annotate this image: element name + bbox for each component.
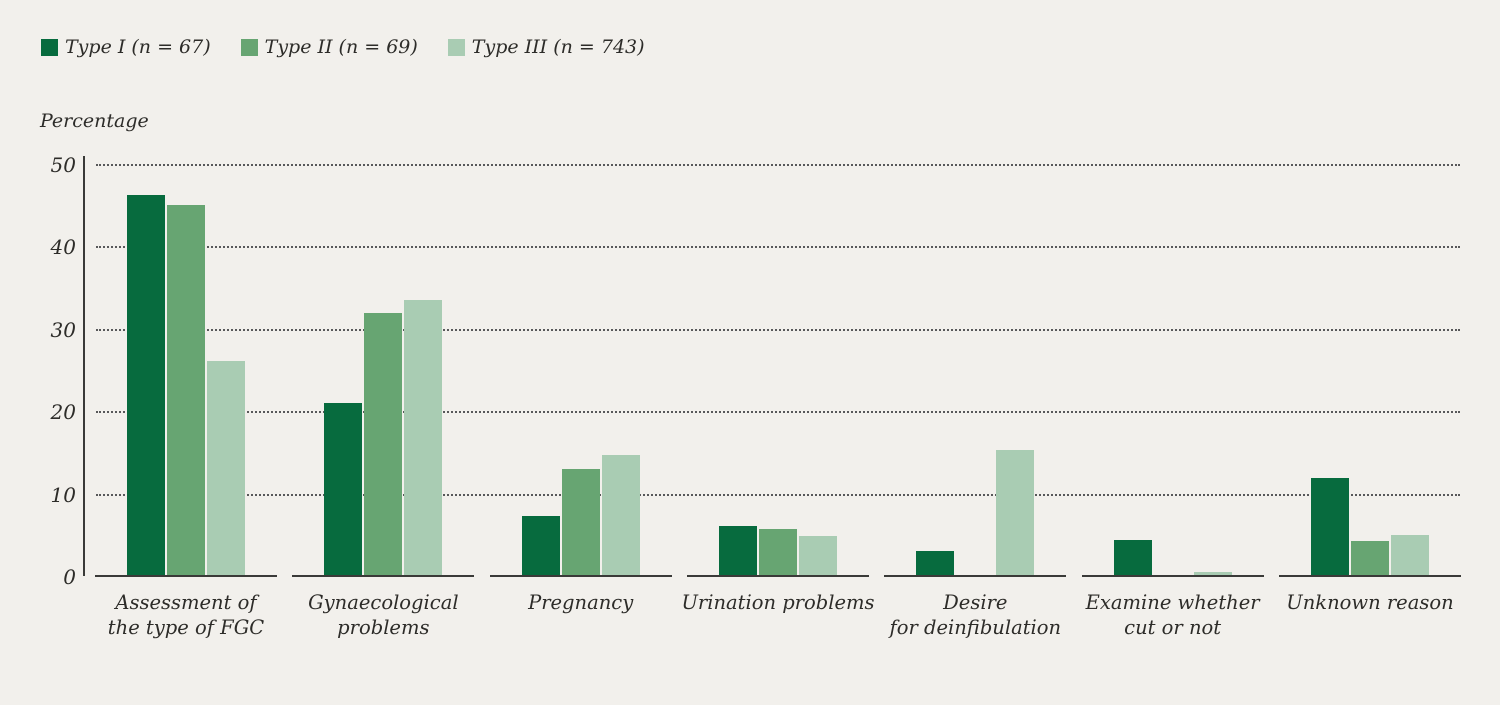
x-axis-segment <box>489 575 672 577</box>
category-label: Pregnancy <box>451 590 711 615</box>
category-label-line: Desire <box>943 591 1008 614</box>
category-label: Assessment of the type of FGC <box>56 590 316 640</box>
legend-item: Type II (n = 69) <box>240 36 418 58</box>
bar <box>1350 541 1389 575</box>
x-axis-segment <box>292 575 475 577</box>
legend-item: Type III (n = 743) <box>447 36 645 58</box>
x-axis-segment <box>884 575 1067 577</box>
y-tick-label: 30 <box>50 317 76 342</box>
y-tick-label: 10 <box>50 482 76 507</box>
gridline-40 <box>96 246 1460 248</box>
bar <box>996 450 1035 575</box>
gridline-20 <box>96 411 1460 413</box>
category-label-line: Gynaecological <box>308 591 459 614</box>
x-axis-segment <box>95 575 277 577</box>
bars-container <box>687 526 869 575</box>
legend-swatch-icon <box>240 38 258 56</box>
x-axis-segment <box>1278 575 1461 577</box>
category-label-line: problems <box>337 616 430 639</box>
legend-label: Type I (n = 67) <box>65 36 211 58</box>
legend-label: Type III (n = 743) <box>471 36 645 58</box>
legend-item: Type I (n = 67) <box>41 36 211 58</box>
category-label-line: Unknown reason <box>1286 591 1454 614</box>
gridline-30 <box>96 328 1460 331</box>
legend-label: Type II (n = 69) <box>264 36 418 58</box>
bar <box>127 194 165 575</box>
bar <box>758 528 797 575</box>
bar <box>798 536 837 575</box>
bars-container <box>1082 540 1264 575</box>
category-label: Desire for deinfibulation <box>845 590 1105 640</box>
bars-container <box>490 455 672 575</box>
legend-swatch-icon <box>447 38 465 56</box>
bars-container <box>884 450 1066 575</box>
bar <box>207 360 245 575</box>
legend-swatch-icon <box>41 38 58 56</box>
bars-container <box>292 300 474 575</box>
x-axis-segment <box>686 575 869 577</box>
x-axis-segment <box>1081 575 1264 577</box>
y-tick-label: 50 <box>50 152 76 177</box>
category-label-line: Examine whether <box>1085 591 1260 614</box>
category-label-line: cut or not <box>1124 616 1222 639</box>
bar <box>364 313 403 575</box>
category-label: Urination problems <box>648 590 908 615</box>
y-tick-label: 0 <box>63 565 76 589</box>
bar <box>167 205 205 575</box>
category-label: Gynaecological problems <box>253 590 513 640</box>
bar <box>1310 478 1349 575</box>
category-label-line: Urination problems <box>681 591 875 614</box>
bar <box>324 403 363 575</box>
category-label: Unknown reason <box>1240 590 1500 615</box>
y-axis-title: Percentage <box>40 110 149 132</box>
bar <box>404 300 443 575</box>
bar <box>1390 535 1429 575</box>
bar <box>1193 571 1232 575</box>
gridline-50 <box>96 163 1460 166</box>
y-tick-label: 20 <box>50 400 76 424</box>
legend: Type I (n = 67) Type II (n = 69) Type III … <box>41 36 675 58</box>
bar <box>718 526 757 575</box>
bar <box>521 515 560 575</box>
y-tick-label: 40 <box>50 235 76 259</box>
bar <box>916 551 955 575</box>
bars-container <box>95 194 277 575</box>
y-axis-line <box>83 156 85 576</box>
bar <box>1113 540 1152 575</box>
category-label-line: for deinfibulation <box>889 616 1062 639</box>
category-label-line: the type of FGC <box>107 616 265 639</box>
bar <box>601 455 640 575</box>
gridline-10 <box>96 493 1460 496</box>
bars-container <box>1279 478 1461 575</box>
category-label-line: Assessment of <box>115 591 257 614</box>
category-label: Examine whether cut or not <box>1043 590 1303 640</box>
bar <box>561 469 600 575</box>
category-label-line: Pregnancy <box>528 591 634 614</box>
